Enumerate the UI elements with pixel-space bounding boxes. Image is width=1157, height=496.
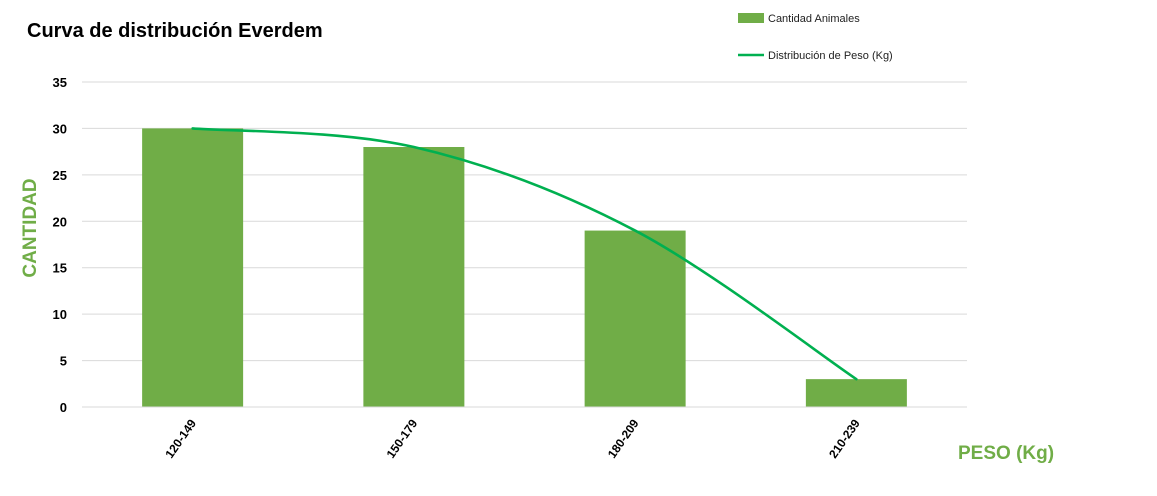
y-tick-label: 20 bbox=[53, 214, 67, 229]
bar-120-149 bbox=[142, 128, 244, 407]
series-line-distribucion bbox=[191, 127, 858, 381]
bars bbox=[142, 128, 907, 407]
y-tick-label: 0 bbox=[60, 400, 67, 415]
legend-label-line: Distribución de Peso (Kg) bbox=[768, 50, 893, 62]
x-tick-label: 210-239 bbox=[826, 416, 863, 460]
y-tick-label: 30 bbox=[53, 121, 67, 136]
x-axis-ticks: 120-149 150-179 180-209 210-239 bbox=[162, 416, 863, 460]
x-tick-label: 120-149 bbox=[162, 416, 199, 460]
chart-title: Curva de distribución Everdem bbox=[27, 20, 323, 42]
bar-150-179 bbox=[363, 147, 465, 407]
bar-210-239 bbox=[805, 379, 907, 407]
y-tick-label: 10 bbox=[53, 307, 67, 322]
x-axis-title: PESO (Kg) bbox=[958, 443, 1054, 464]
bar-180-209 bbox=[584, 230, 686, 407]
legend: Cantidad Animales Distribución de Peso (… bbox=[738, 13, 893, 62]
y-tick-label: 15 bbox=[53, 261, 67, 276]
y-tick-label: 5 bbox=[60, 354, 67, 369]
y-tick-label: 35 bbox=[53, 75, 67, 90]
legend-swatch-bar bbox=[738, 13, 764, 23]
y-axis-ticks: 0 5 10 15 20 25 30 35 bbox=[53, 75, 67, 415]
x-tick-label: 180-209 bbox=[605, 416, 642, 460]
y-axis-title: CANTIDAD bbox=[20, 178, 41, 277]
legend-label-bar: Cantidad Animales bbox=[768, 13, 860, 25]
y-tick-label: 25 bbox=[53, 168, 67, 183]
x-tick-label: 150-179 bbox=[384, 416, 421, 460]
